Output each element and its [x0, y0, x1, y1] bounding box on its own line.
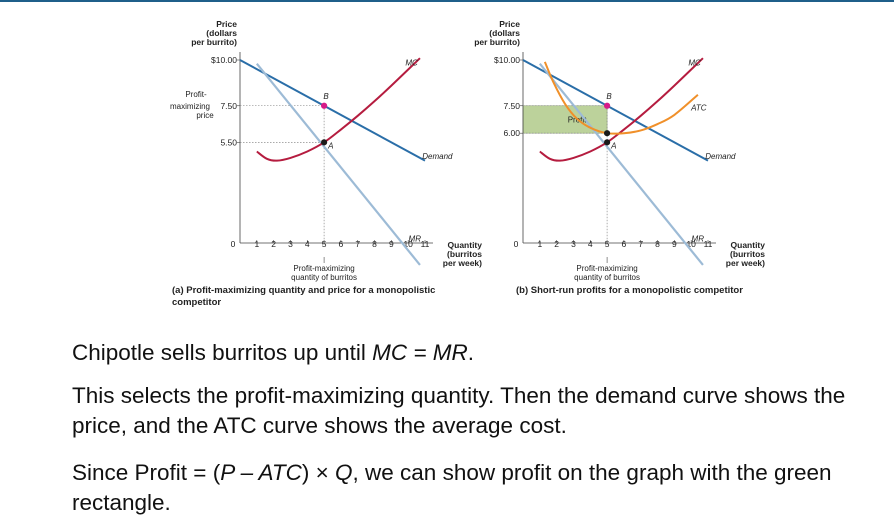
panel-b-y-axis-title-0: Price	[499, 19, 520, 29]
panel-b-label-demand: Demand	[705, 152, 736, 161]
panel-b-x-tick-6: 6	[622, 239, 627, 249]
panel-b-x-tick-5: 5	[605, 239, 610, 249]
panel-b-x-tick-11: 11	[704, 239, 713, 249]
panel-a-series-mr	[255, 62, 421, 266]
panel-b-y-tick-2: 6.00	[503, 128, 520, 138]
panel-a-x-axis-title-2: per week)	[443, 258, 482, 268]
line3-q: Q	[335, 460, 353, 485]
panel-a-label-mr: MR	[409, 234, 422, 243]
panel-a-x-tick-3: 3	[288, 239, 293, 249]
panel-a-caption-line-1: (a) Profit-maximizing quantity and price…	[172, 285, 435, 296]
panel-a-x-tick-10: 10	[403, 239, 413, 249]
panel-a-x-axis-title-1: (burritos	[447, 249, 482, 259]
panel-b-y-axis-title-2: per burrito)	[474, 37, 520, 47]
panel-b-caption: (b) Short-run profits for a monopolistic…	[516, 285, 743, 296]
panel-a-y-prefix-2: price	[196, 111, 214, 120]
panel-a-x-axis-title-0: Quantity	[448, 240, 483, 250]
panel-b-point-atc	[603, 130, 611, 137]
slide-line-1: Chipotle sells burritos up until MC = MR…	[72, 338, 872, 368]
panel-a-y-prefix-1: maximizing	[170, 102, 210, 111]
slide-top-rule	[0, 0, 894, 2]
panel-b-point-label-a: A	[610, 141, 616, 150]
panel-a-point-label-a: A	[327, 141, 333, 150]
panel-b-x-tick-0: 0	[514, 239, 519, 249]
line1-text-c: .	[467, 340, 475, 365]
panel-b-x-tick-9: 9	[672, 239, 677, 249]
panel-a-series-demand	[239, 59, 426, 162]
panel-a-annotation-0: Profit-maximizing	[293, 264, 354, 273]
panel-b-label-atc: ATC	[690, 104, 707, 113]
panel-a-point-label-b: B	[323, 92, 329, 101]
panel-a-label-demand: Demand	[422, 152, 453, 161]
panel-a-y-prefix-0: Profit-	[185, 90, 207, 99]
panel-a-x-tick-8: 8	[372, 239, 377, 249]
slide-line-2: This selects the profit-maximizing quant…	[72, 383, 846, 438]
panel-a-point-a	[320, 139, 328, 146]
slide-line-3: Since Profit = (P – ATC) × Q, we can sho…	[72, 458, 894, 518]
line3-text-e: , we can show profit on the graph with t…	[72, 460, 832, 515]
panel-b-series-mr	[538, 62, 704, 266]
panel-a-x-tick-6: 6	[339, 239, 344, 249]
line1-text-a: Chipotle sells burritos up until	[72, 340, 373, 365]
panel-a-y-axis-title-2: per burrito)	[191, 37, 237, 47]
panel-b-x-tick-4: 4	[588, 239, 593, 249]
panel-a-x-tick-11: 11	[421, 239, 430, 249]
panel-b-x-tick-8: 8	[655, 239, 660, 249]
panel-b-label-mc: MC	[688, 58, 701, 67]
panel-b-x-tick-7: 7	[638, 239, 643, 249]
panel-b-x-tick-3: 3	[571, 239, 576, 249]
panel-b-label-mr: MR	[692, 234, 705, 243]
panel-a-caption-line-2: competitor	[172, 297, 221, 308]
panel-b-point-label-b: B	[606, 92, 612, 101]
panel-a-x-tick-0: 0	[231, 239, 236, 249]
panel-b-x-tick-2: 2	[554, 239, 559, 249]
panel-b-x-tick-10: 10	[686, 239, 696, 249]
panel-a-y-tick-2: 5.50	[220, 137, 237, 147]
panel-b-point-b	[603, 102, 611, 109]
panel-a-x-tick-4: 4	[305, 239, 310, 249]
panel-a-y-axis-title-1: (dollars	[206, 28, 237, 38]
panel-b-x-axis-title-0: Quantity	[731, 240, 766, 250]
panel-a-annotation-1: quantity of burritos	[291, 273, 357, 282]
line1-mc-mr: MC = MR	[372, 340, 468, 365]
panel-a-label-mc: MC	[405, 58, 418, 67]
line3-text-c: ) ×	[301, 460, 336, 485]
panel-b-point-a	[603, 139, 611, 146]
line3-p-atc: P – ATC	[220, 460, 302, 485]
panel-b-annotation-1: quantity of burritos	[574, 273, 640, 282]
panel-a-point-b	[320, 102, 328, 109]
panel-b-y-axis-title-1: (dollars	[489, 28, 520, 38]
line3-text-a: Since Profit = (	[72, 460, 221, 485]
panel-b-x-tick-1: 1	[537, 239, 542, 249]
panel-a-x-tick-2: 2	[271, 239, 276, 249]
panel-b-series-demand	[522, 59, 709, 162]
panel-b-x-axis-title-1: (burritos	[730, 249, 765, 259]
panel-a-x-tick-5: 5	[322, 239, 327, 249]
panel-b-x-axis-title-2: per week)	[726, 258, 765, 268]
panel-a-x-tick-9: 9	[389, 239, 394, 249]
panel-b-annotation-0: Profit-maximizing	[576, 264, 637, 273]
panel-a-x-tick-7: 7	[355, 239, 360, 249]
panel-a-x-tick-1: 1	[254, 239, 259, 249]
panel-b-y-tick-1: 7.50	[503, 101, 520, 111]
panel-a-y-tick-0: $10.00	[211, 55, 237, 65]
panel-b-y-tick-0: $10.00	[494, 55, 520, 65]
panel-a-y-tick-1: 7.50	[220, 101, 237, 111]
panel-a-y-axis-title-0: Price	[216, 19, 237, 29]
